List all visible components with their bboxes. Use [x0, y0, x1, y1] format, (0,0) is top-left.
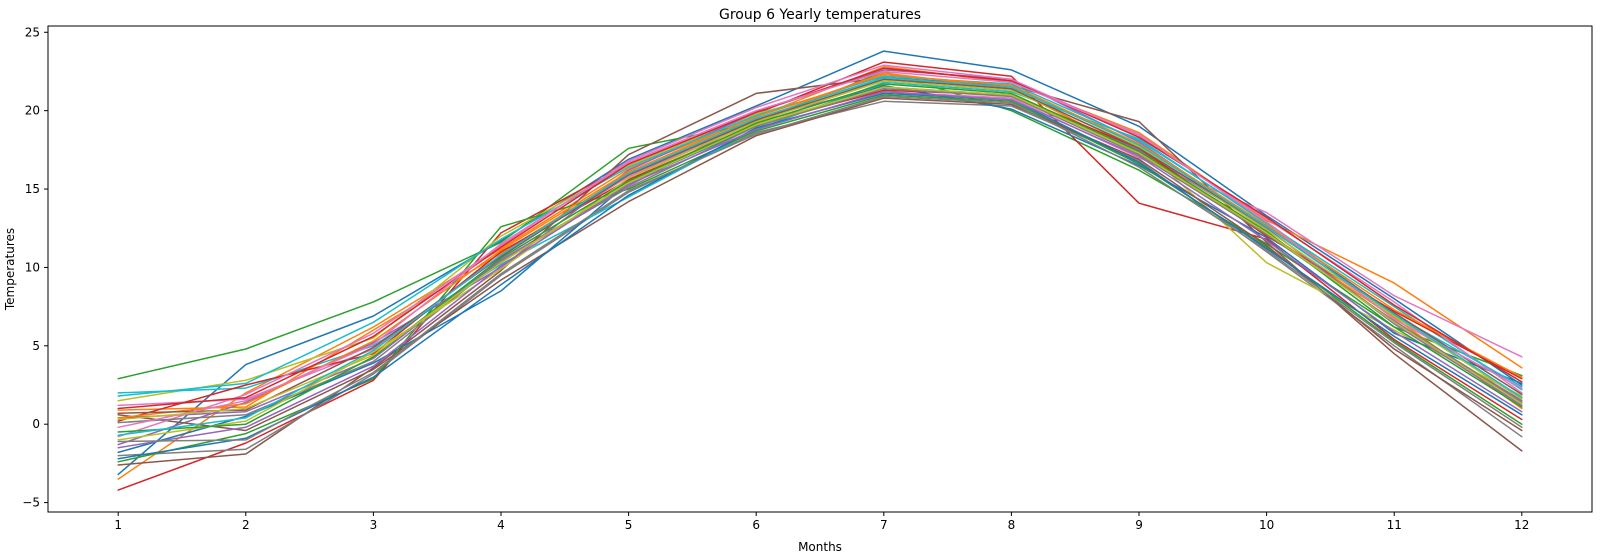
x-tick-label: 9 — [1135, 518, 1143, 532]
series-line-6 — [117, 76, 1523, 466]
x-tick-label: 2 — [242, 518, 250, 532]
series-group — [117, 50, 1523, 491]
x-tick-label: 4 — [497, 518, 505, 532]
x-tick-label: 8 — [1008, 518, 1016, 532]
y-tick-label: 20 — [25, 104, 40, 118]
y-tick-label: 5 — [32, 339, 40, 353]
series-line-24 — [117, 67, 1523, 410]
y-axis-label: Temperatures — [3, 228, 17, 311]
x-tick-label: 10 — [1259, 518, 1274, 532]
x-axis-label: Months — [798, 540, 842, 554]
series-line-28 — [117, 95, 1523, 443]
plot-frame — [47, 25, 1593, 513]
series-line-27 — [117, 70, 1523, 429]
series-line-18 — [117, 87, 1523, 424]
y-tick-label: 25 — [25, 25, 40, 39]
x-tick-label: 3 — [370, 518, 378, 532]
series-line-25 — [117, 91, 1523, 449]
x-tick-label: 6 — [752, 518, 760, 532]
x-tick-label: 1 — [114, 518, 122, 532]
x-tick-label: 7 — [880, 518, 888, 532]
chart-title: Group 6 Yearly temperatures — [719, 7, 921, 23]
series-line-22 — [117, 73, 1523, 419]
x-tick-label: 11 — [1387, 518, 1402, 532]
y-tick-label: 10 — [25, 260, 40, 274]
series-line-1 — [117, 50, 1523, 476]
y-tick-label: 15 — [25, 182, 40, 196]
y-tick-label: 0 — [32, 417, 40, 431]
series-line-30 — [117, 76, 1523, 436]
y-tick-label: −5 — [22, 496, 40, 510]
x-tick-label: 12 — [1514, 518, 1529, 532]
x-tick-label: 5 — [625, 518, 633, 532]
series-line-29 — [117, 86, 1523, 421]
